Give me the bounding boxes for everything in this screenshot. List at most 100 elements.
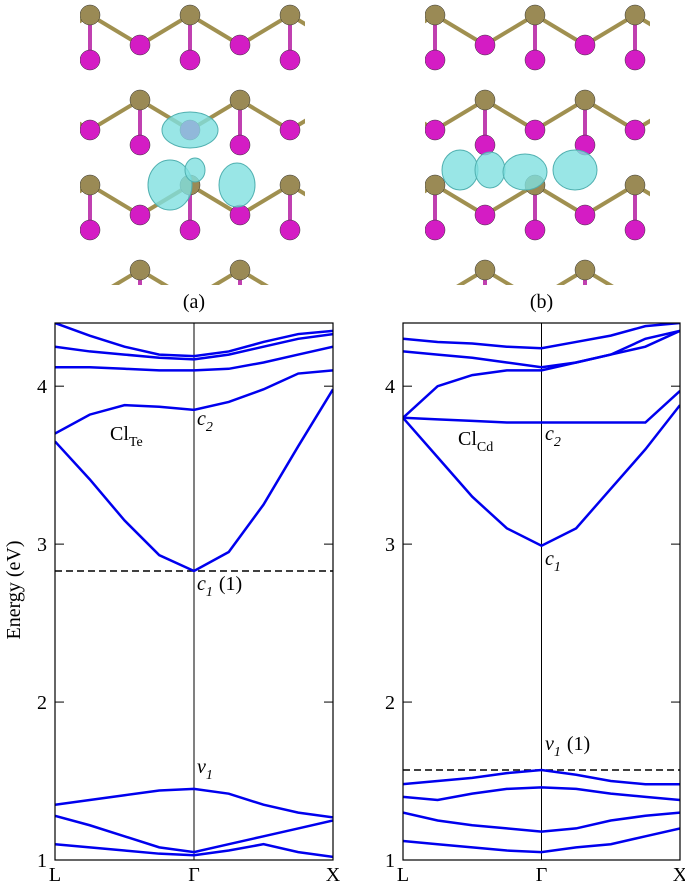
y-axis-label: Energy (eV)	[3, 540, 25, 639]
atom	[30, 90, 50, 110]
annotation-text: c	[197, 408, 206, 430]
structure-image	[0, 4, 600, 410]
atom	[574, 34, 596, 56]
atom	[80, 49, 101, 71]
atom	[425, 49, 446, 71]
atom	[330, 90, 350, 110]
bond	[385, 270, 435, 300]
bond	[0, 100, 40, 130]
atom	[179, 219, 201, 241]
y-tick-label: 1	[385, 850, 395, 872]
band-line	[403, 827, 680, 854]
atom	[30, 135, 50, 155]
atom	[425, 290, 445, 310]
atom	[330, 35, 350, 55]
atom	[580, 290, 600, 310]
annotation-sub: 2	[554, 435, 561, 450]
annotation-suffix: (1)	[219, 573, 242, 595]
atom	[575, 375, 595, 395]
atom	[375, 90, 395, 110]
atom	[330, 260, 350, 280]
atom	[474, 34, 496, 56]
atom	[425, 4, 446, 26]
atom	[675, 135, 685, 155]
x-tick-label: X	[326, 864, 341, 884]
bond	[40, 355, 90, 385]
annotation-sub: 1	[206, 585, 213, 600]
band-line	[403, 329, 680, 369]
structure-image	[325, 4, 685, 410]
y-tick-label: 2	[385, 692, 395, 714]
atom	[179, 49, 201, 71]
atom	[425, 219, 446, 241]
atom	[375, 205, 395, 225]
atom	[179, 4, 201, 26]
bond	[335, 100, 385, 130]
panel-label: (b)	[530, 291, 553, 313]
band-line	[55, 388, 333, 573]
x-tick-label: Γ	[536, 864, 548, 884]
atom	[279, 119, 301, 141]
atom	[524, 119, 546, 141]
annotation: c1 (1)	[197, 573, 242, 600]
x-tick-label: Γ	[188, 864, 200, 884]
atom	[30, 35, 50, 55]
atom	[530, 90, 550, 110]
annotation-text: Cl	[458, 428, 477, 450]
annotation-text: c	[545, 423, 554, 445]
bond	[0, 185, 40, 215]
annotation-sub: 1	[554, 560, 561, 575]
y-tick-label: 3	[385, 534, 395, 556]
bond	[390, 355, 440, 385]
y-tick-label: 2	[37, 692, 47, 714]
charge-density	[184, 157, 206, 183]
atom	[430, 260, 450, 280]
bond	[340, 15, 390, 45]
atom	[574, 259, 596, 281]
atom	[80, 390, 100, 410]
atom	[279, 49, 301, 71]
atom	[675, 305, 685, 325]
bond	[635, 270, 685, 300]
x-tick-label: X	[673, 864, 685, 884]
atom	[675, 205, 685, 225]
atom	[330, 305, 350, 325]
atom	[325, 390, 345, 410]
atom	[475, 375, 495, 395]
annotation: c1	[545, 548, 561, 575]
atom	[430, 305, 450, 325]
band-line	[55, 787, 333, 819]
atom	[230, 375, 250, 395]
bond	[340, 100, 390, 130]
charge-density	[147, 159, 193, 211]
atom	[30, 205, 50, 225]
atom	[480, 5, 500, 25]
atom	[229, 204, 251, 226]
annotation-text: c	[545, 548, 554, 570]
x-tick-label: L	[49, 864, 61, 884]
atom	[425, 119, 446, 141]
atom	[230, 305, 250, 325]
band-line	[55, 842, 333, 859]
atom	[229, 34, 251, 56]
band-line	[55, 369, 333, 435]
atom	[575, 305, 595, 325]
atom	[475, 305, 495, 325]
band-line	[403, 323, 680, 350]
band-line	[403, 768, 680, 786]
atom	[325, 220, 345, 240]
atom	[625, 390, 645, 410]
charge-density	[474, 151, 506, 189]
band-line	[403, 811, 680, 833]
atom	[129, 34, 151, 56]
atom	[530, 375, 550, 395]
atom	[229, 89, 251, 111]
atom	[380, 345, 400, 365]
annotation-suffix: (1)	[567, 733, 590, 755]
atom	[80, 219, 101, 241]
bond	[335, 270, 385, 300]
atom	[430, 90, 450, 110]
x-tick-label: L	[397, 864, 409, 884]
bond	[340, 270, 390, 300]
atom	[524, 4, 546, 26]
